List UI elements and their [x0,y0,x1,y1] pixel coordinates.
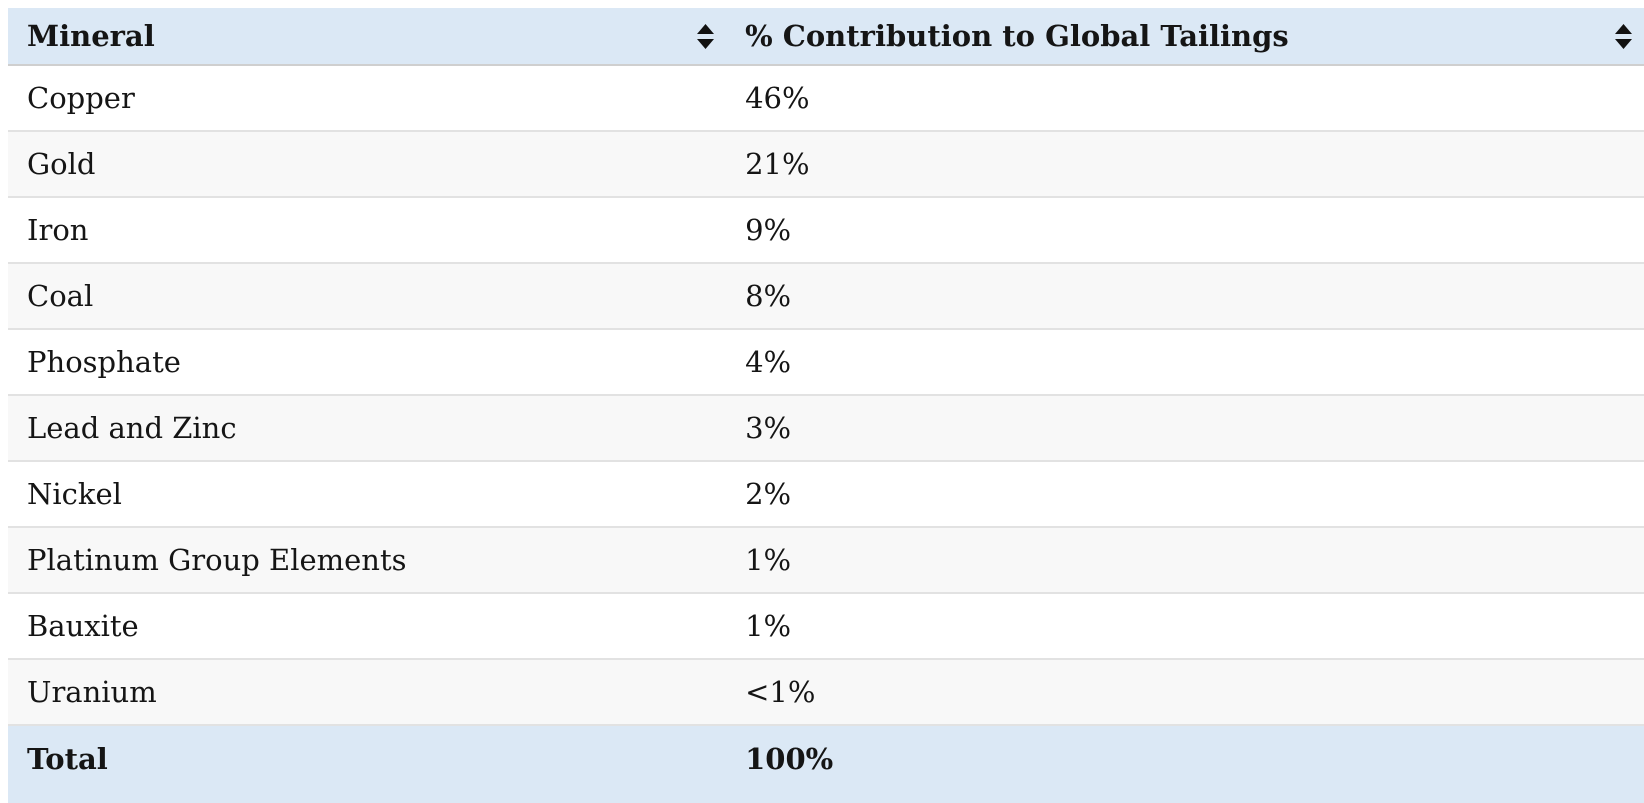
contribution-cell: 46% [726,64,1644,131]
table-row: Platinum Group Elements 1% [8,526,1644,593]
mineral-cell: Lead and Zinc [8,394,727,461]
mineral-cell: Iron [8,196,727,263]
contribution-cell: 1% [726,592,1644,659]
contribution-cell: 3% [726,394,1644,461]
table-row: Lead and Zinc 3% [8,394,1644,461]
table-row: Nickel 2% [8,460,1644,527]
table-row: Gold 21% [8,130,1644,197]
sort-arrows-icon[interactable] [1615,23,1632,49]
table-row: Coal 8% [8,262,1644,329]
mineral-cell: Nickel [8,460,727,527]
column-header-contribution-label: % Contribution to Global Tailings [745,19,1289,53]
sort-arrows-icon[interactable] [697,23,715,49]
contribution-cell: 8% [726,262,1644,329]
mineral-cell: Gold [8,130,727,197]
table-row: Copper 46% [8,64,1644,131]
table-row: Iron 9% [8,196,1644,263]
mineral-cell: Platinum Group Elements [8,526,727,593]
table-body: Copper 46% Gold 21% Iron 9% Coal 8% Phosphate 4% L… [8,64,1644,725]
table-footer: Total 100% [8,724,1644,803]
contribution-cell: 4% [726,328,1644,395]
contribution-cell: 2% [726,460,1644,527]
contribution-cell: <1% [726,658,1644,725]
contribution-cell: 21% [726,130,1644,197]
total-value: 100% [726,724,1644,803]
tailings-table-container: Mineral % Contribution to Global Tailing… [8,8,1644,803]
mineral-cell: Copper [8,64,727,131]
contribution-cell: 9% [726,196,1644,263]
table-row: Uranium <1% [8,658,1644,725]
table-header: Mineral % Contribution to Global Tailing… [8,8,1644,66]
mineral-cell: Coal [8,262,727,329]
mineral-cell: Uranium [8,658,727,725]
mineral-cell: Bauxite [8,592,727,659]
tailings-table: Mineral % Contribution to Global Tailing… [8,8,1644,803]
table-row: Phosphate 4% [8,328,1644,395]
table-row: Bauxite 1% [8,592,1644,659]
total-row: Total 100% [8,724,1644,803]
mineral-cell: Phosphate [8,328,727,395]
column-header-mineral-label: Mineral [27,19,155,53]
header-row: Mineral % Contribution to Global Tailing… [8,8,1644,66]
total-label: Total [8,724,727,803]
column-header-mineral[interactable]: Mineral [8,8,727,66]
column-header-contribution[interactable]: % Contribution to Global Tailings [726,8,1644,66]
contribution-cell: 1% [726,526,1644,593]
